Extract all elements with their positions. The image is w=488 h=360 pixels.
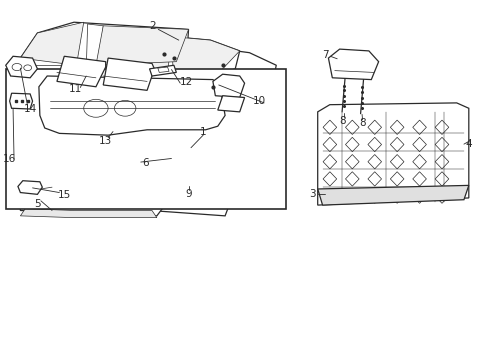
Text: 7: 7 bbox=[322, 50, 328, 60]
Polygon shape bbox=[6, 56, 38, 78]
Polygon shape bbox=[317, 103, 468, 205]
Polygon shape bbox=[57, 56, 105, 87]
Text: 5: 5 bbox=[34, 199, 41, 210]
Polygon shape bbox=[20, 184, 181, 216]
Polygon shape bbox=[82, 24, 103, 184]
Polygon shape bbox=[212, 74, 244, 98]
Polygon shape bbox=[317, 185, 468, 205]
Text: 11: 11 bbox=[69, 84, 82, 94]
Text: 10: 10 bbox=[252, 96, 265, 106]
Polygon shape bbox=[20, 209, 157, 218]
Text: 9: 9 bbox=[185, 189, 191, 199]
Polygon shape bbox=[18, 22, 83, 65]
Polygon shape bbox=[18, 181, 42, 194]
Text: 4: 4 bbox=[465, 139, 471, 149]
Polygon shape bbox=[96, 26, 188, 65]
Polygon shape bbox=[103, 58, 154, 90]
Polygon shape bbox=[328, 49, 378, 80]
Text: 12: 12 bbox=[179, 77, 192, 87]
Text: 15: 15 bbox=[58, 190, 71, 200]
Text: 1: 1 bbox=[200, 127, 206, 136]
Bar bbox=[6, 69, 285, 209]
Polygon shape bbox=[171, 37, 239, 87]
Text: 2: 2 bbox=[149, 21, 156, 31]
Polygon shape bbox=[118, 37, 239, 187]
Polygon shape bbox=[16, 164, 42, 184]
Text: 14: 14 bbox=[23, 104, 37, 114]
Text: 16: 16 bbox=[2, 154, 16, 164]
Polygon shape bbox=[217, 96, 244, 112]
Polygon shape bbox=[191, 49, 276, 191]
Text: 3: 3 bbox=[309, 189, 316, 199]
Text: 13: 13 bbox=[99, 136, 112, 146]
Text: 6: 6 bbox=[142, 158, 149, 168]
Polygon shape bbox=[120, 37, 171, 83]
Polygon shape bbox=[162, 72, 188, 184]
Polygon shape bbox=[149, 65, 176, 76]
Polygon shape bbox=[158, 67, 169, 72]
Polygon shape bbox=[39, 76, 224, 135]
Polygon shape bbox=[18, 22, 188, 184]
Polygon shape bbox=[10, 93, 33, 109]
Text: 8: 8 bbox=[359, 118, 365, 128]
Text: 8: 8 bbox=[338, 116, 345, 126]
Polygon shape bbox=[125, 184, 237, 216]
